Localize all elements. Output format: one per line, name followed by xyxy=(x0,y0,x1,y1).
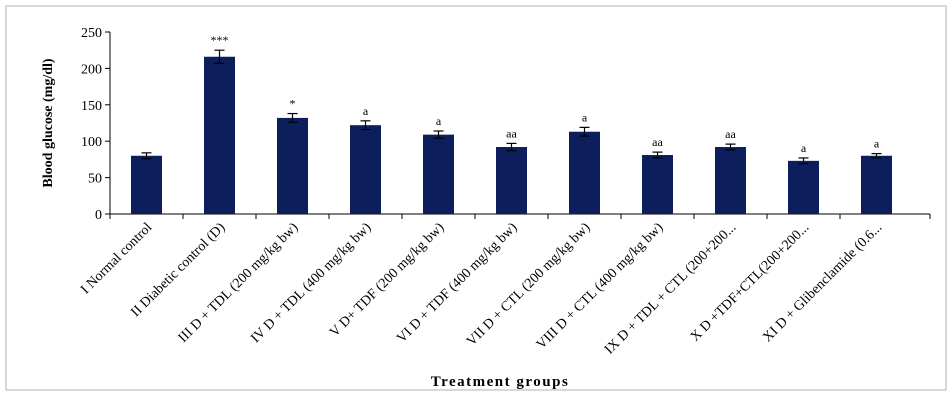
bar xyxy=(423,134,454,214)
bar-annotation: * xyxy=(290,97,296,111)
bar xyxy=(715,147,746,214)
y-tick-label: 100 xyxy=(81,135,102,150)
bar xyxy=(642,155,673,214)
bar-annotation: a xyxy=(363,104,369,118)
y-tick-label: 0 xyxy=(95,208,102,223)
bar xyxy=(569,131,600,214)
y-axis-title: Blood glucose (mg/dl) xyxy=(41,58,56,187)
bar-annotation: aa xyxy=(652,135,663,149)
bar-annotation: a xyxy=(874,137,880,151)
bar xyxy=(861,155,892,214)
bar-annotation: a xyxy=(436,114,442,128)
y-tick-label: 250 xyxy=(81,26,102,41)
x-axis-title: Treatment groups xyxy=(431,374,570,390)
bar-annotation: a xyxy=(582,110,588,124)
bar-annotation: *** xyxy=(211,33,229,47)
bar xyxy=(204,56,235,214)
y-tick-label: 150 xyxy=(81,99,102,114)
bar-annotation: a xyxy=(801,141,807,155)
bar-annotation: aa xyxy=(506,126,517,140)
bar xyxy=(788,160,819,214)
bar xyxy=(277,117,308,214)
bar xyxy=(131,155,162,214)
bar xyxy=(350,125,381,214)
bar-annotation: aa xyxy=(725,127,736,141)
bar xyxy=(496,147,527,214)
y-tick-label: 50 xyxy=(88,172,102,187)
y-tick-label: 200 xyxy=(81,62,102,77)
